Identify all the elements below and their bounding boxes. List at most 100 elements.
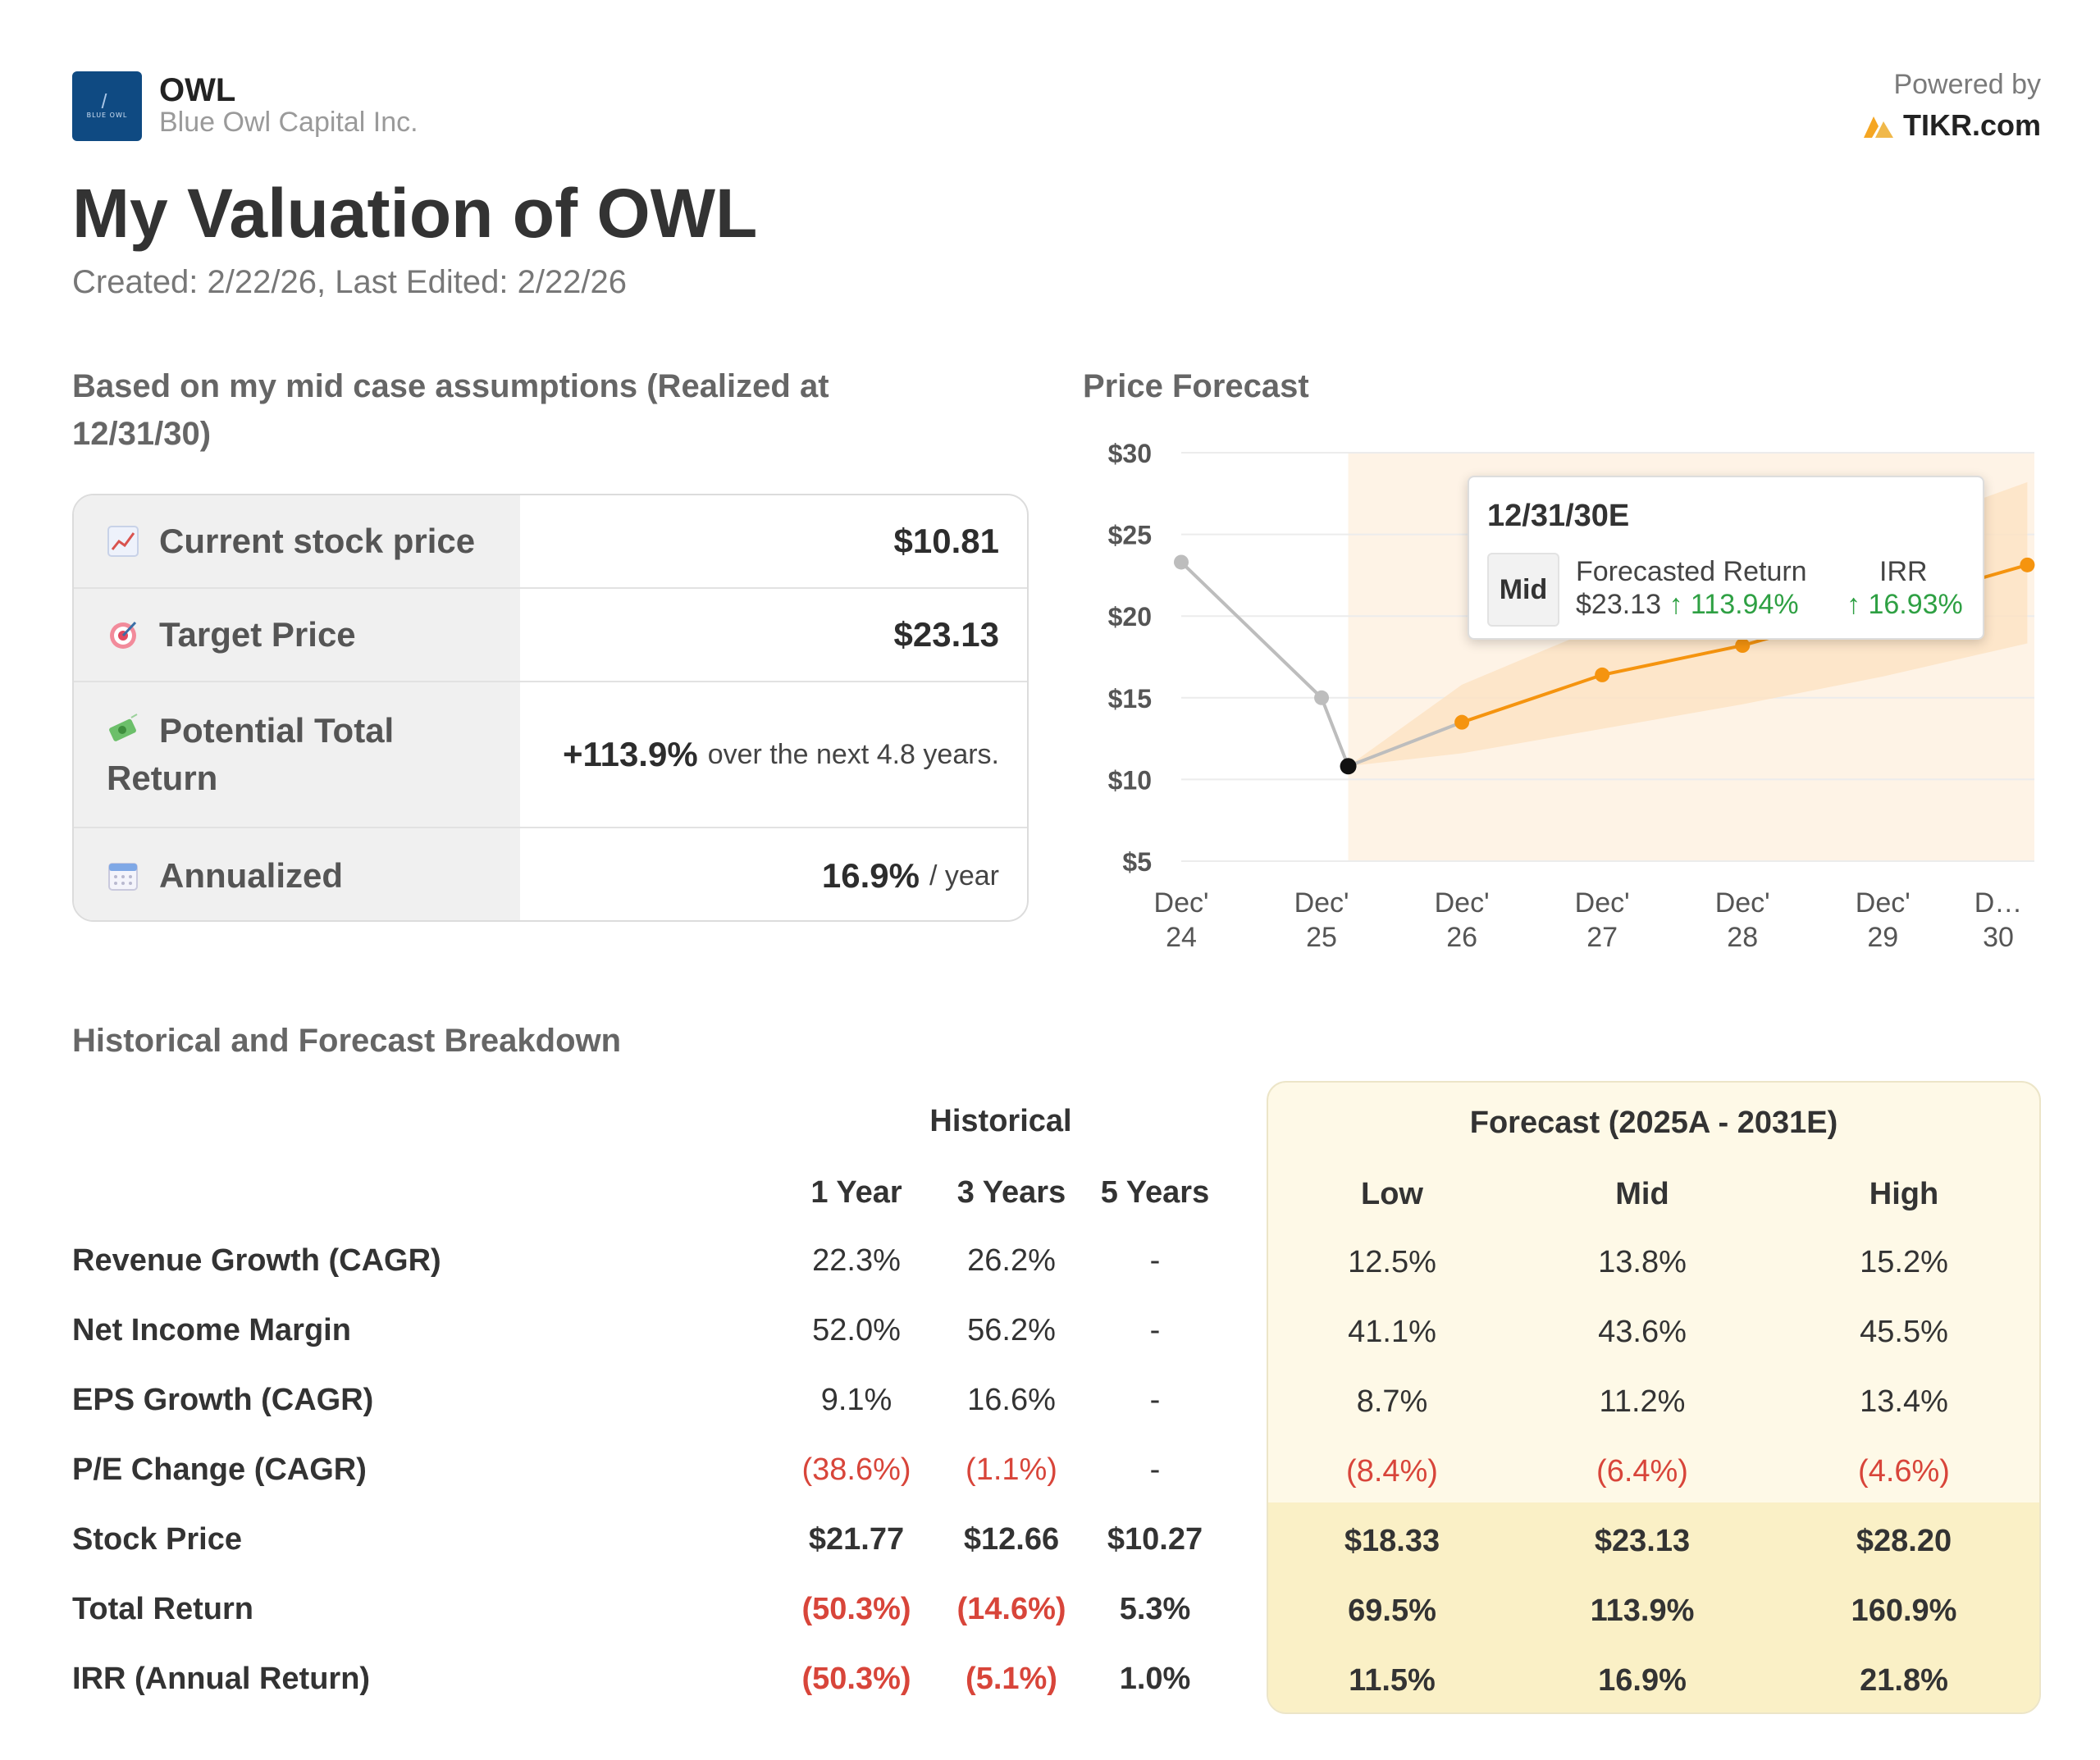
table-cell: $10.27 — [1107, 1522, 1203, 1557]
table-row-label: Total Return — [72, 1592, 253, 1626]
x-tick-label-top: Dec' — [1435, 887, 1490, 919]
forecast-point — [2020, 557, 2035, 572]
summary-label-cell: Annualized — [74, 828, 520, 920]
forecast-point — [1595, 667, 1610, 682]
historical-series-line — [1180, 561, 1350, 767]
x-tick-label-top: Dec' — [1856, 887, 1911, 919]
table-cell: (5.1%) — [966, 1662, 1057, 1696]
annualized-label: Annualized — [159, 856, 344, 895]
x-tick-label-bottom: 24 — [1166, 922, 1197, 953]
table-cell: (14.6%) — [956, 1592, 1066, 1626]
annualized-suffix: / year — [929, 859, 999, 891]
chart-up-icon — [107, 526, 139, 557]
column-header: 5 Years — [1100, 1175, 1210, 1210]
company-logo: BLUE OWL — [72, 71, 142, 141]
tooltip-price-return: $23.13 ↑ 113.94% — [1576, 589, 1799, 621]
company-name: Blue Owl Capital Inc. — [159, 107, 418, 138]
summary-row-annualized: Annualized 16.9% / year — [74, 828, 1027, 920]
x-tick-label-top: Dec' — [1154, 887, 1209, 919]
column-header: High — [1869, 1177, 1939, 1211]
ticker-symbol: OWL — [159, 72, 236, 108]
summary-label-cell: Current stock price — [74, 495, 520, 587]
table-cell: $12.66 — [963, 1522, 1060, 1557]
table-cell: $23.13 — [1594, 1524, 1691, 1558]
y-tick-label: $15 — [1108, 684, 1152, 714]
summary-label-cell: Target Price — [74, 589, 520, 681]
page-title: My Valuation of OWL — [72, 175, 758, 252]
x-tick-label-bottom: 28 — [1727, 922, 1758, 953]
breakdown-heading: Historical and Forecast Breakdown — [72, 1023, 622, 1059]
table-cell: 16.9% — [1598, 1663, 1687, 1698]
x-tick-label-bottom: 27 — [1586, 922, 1618, 953]
forecast-point — [1735, 638, 1751, 654]
table-cell: (6.4%) — [1596, 1454, 1688, 1489]
logo-text: BLUE OWL — [86, 112, 128, 119]
summary-heading: Based on my mid case assumptions (Realiz… — [72, 368, 829, 452]
table-cell: 13.8% — [1598, 1245, 1687, 1279]
x-tick-label-bottom: 29 — [1867, 922, 1898, 953]
table-cell: 15.2% — [1860, 1245, 1948, 1279]
current-price-value: $10.81 — [893, 522, 999, 560]
page-subtitle: Created: 2/22/26, Last Edited: 2/22/26 — [72, 264, 628, 300]
price-forecast-heading: Price Forecast — [1083, 368, 1309, 404]
table-cell: 160.9% — [1851, 1594, 1957, 1628]
y-tick-label: $5 — [1122, 847, 1152, 877]
table-cell: - — [1149, 1452, 1161, 1487]
owl-logo-icon — [101, 93, 113, 108]
table-cell: (38.6%) — [801, 1452, 911, 1487]
total-return-label-line1: Potential Total — [159, 711, 395, 750]
y-tick-label: $10 — [1108, 765, 1152, 795]
column-header: Low — [1361, 1177, 1423, 1211]
table-cell: 22.3% — [812, 1243, 901, 1278]
forecast-point — [1454, 714, 1470, 730]
chart-tooltip: 12/31/30E Mid Forecasted Return IRR $23.… — [1468, 476, 1984, 640]
table-row-label: Net Income Margin — [72, 1313, 351, 1347]
column-header: 3 Years — [956, 1175, 1066, 1210]
table-cell: 26.2% — [967, 1243, 1056, 1278]
table-cell: - — [1149, 1383, 1161, 1417]
table-cell: 5.3% — [1119, 1592, 1191, 1626]
summary-row-target-price: Target Price $23.13 — [74, 589, 1027, 682]
table-cell: 1.0% — [1119, 1662, 1191, 1696]
tooltip-price: $23.13 — [1576, 589, 1661, 620]
table-cell: 8.7% — [1356, 1384, 1428, 1419]
table-cell: (4.6%) — [1858, 1454, 1950, 1489]
table-cell: 11.5% — [1349, 1663, 1436, 1698]
powered-by-label: Powered by — [1893, 69, 2041, 100]
summary-label-cell: Potential Total Return — [74, 682, 520, 827]
tooltip-forecasted-return-label: Forecasted Return — [1576, 556, 1807, 587]
calendar-icon — [108, 863, 138, 891]
column-header: Mid — [1615, 1177, 1669, 1211]
forecast-group-header: Forecast (2025A - 2031E) — [1469, 1106, 1838, 1140]
table-cell: $21.77 — [808, 1522, 905, 1557]
table-cell: 52.0% — [812, 1313, 901, 1347]
total-return-suffix: over the next 4.8 years. — [707, 738, 999, 770]
table-cell: 16.6% — [967, 1383, 1056, 1417]
table-cell: 113.9% — [1590, 1594, 1695, 1628]
forecast-panel — [1267, 1081, 2041, 1714]
table-cell: 13.4% — [1860, 1384, 1948, 1419]
table-row-label: Revenue Growth (CAGR) — [72, 1243, 441, 1278]
table-cell: 45.5% — [1860, 1315, 1948, 1349]
table-cell: 69.5% — [1348, 1594, 1436, 1628]
table-row-label: Stock Price — [72, 1522, 242, 1557]
tikr-logo-icon — [1863, 116, 1893, 138]
table-row-label: IRR (Annual Return) — [72, 1662, 371, 1696]
table-cell: $18.33 — [1344, 1524, 1440, 1558]
tooltip-return: ↑ 113.94% — [1669, 589, 1799, 620]
table-cell: - — [1149, 1243, 1161, 1278]
target-price-value: $23.13 — [893, 615, 999, 654]
table-cell: (50.3%) — [801, 1592, 911, 1626]
table-row-label: EPS Growth (CAGR) — [72, 1383, 374, 1417]
y-tick-label: $20 — [1108, 602, 1152, 632]
column-header: 1 Year — [810, 1175, 902, 1210]
y-tick-label: $30 — [1108, 439, 1152, 468]
tikr-brand-link[interactable]: TIKR.com — [1862, 108, 2041, 143]
table-row-label: P/E Change (CAGR) — [72, 1452, 367, 1487]
table-cell: $28.20 — [1856, 1524, 1952, 1558]
current-price-point — [1340, 758, 1357, 775]
summary-row-total-return: Potential Total Return +113.9% over the … — [74, 682, 1027, 828]
annualized-value: 16.9% — [821, 856, 920, 895]
table-cell: 11.2% — [1599, 1384, 1686, 1419]
summary-row-current-price: Current stock price $10.81 — [74, 495, 1027, 589]
